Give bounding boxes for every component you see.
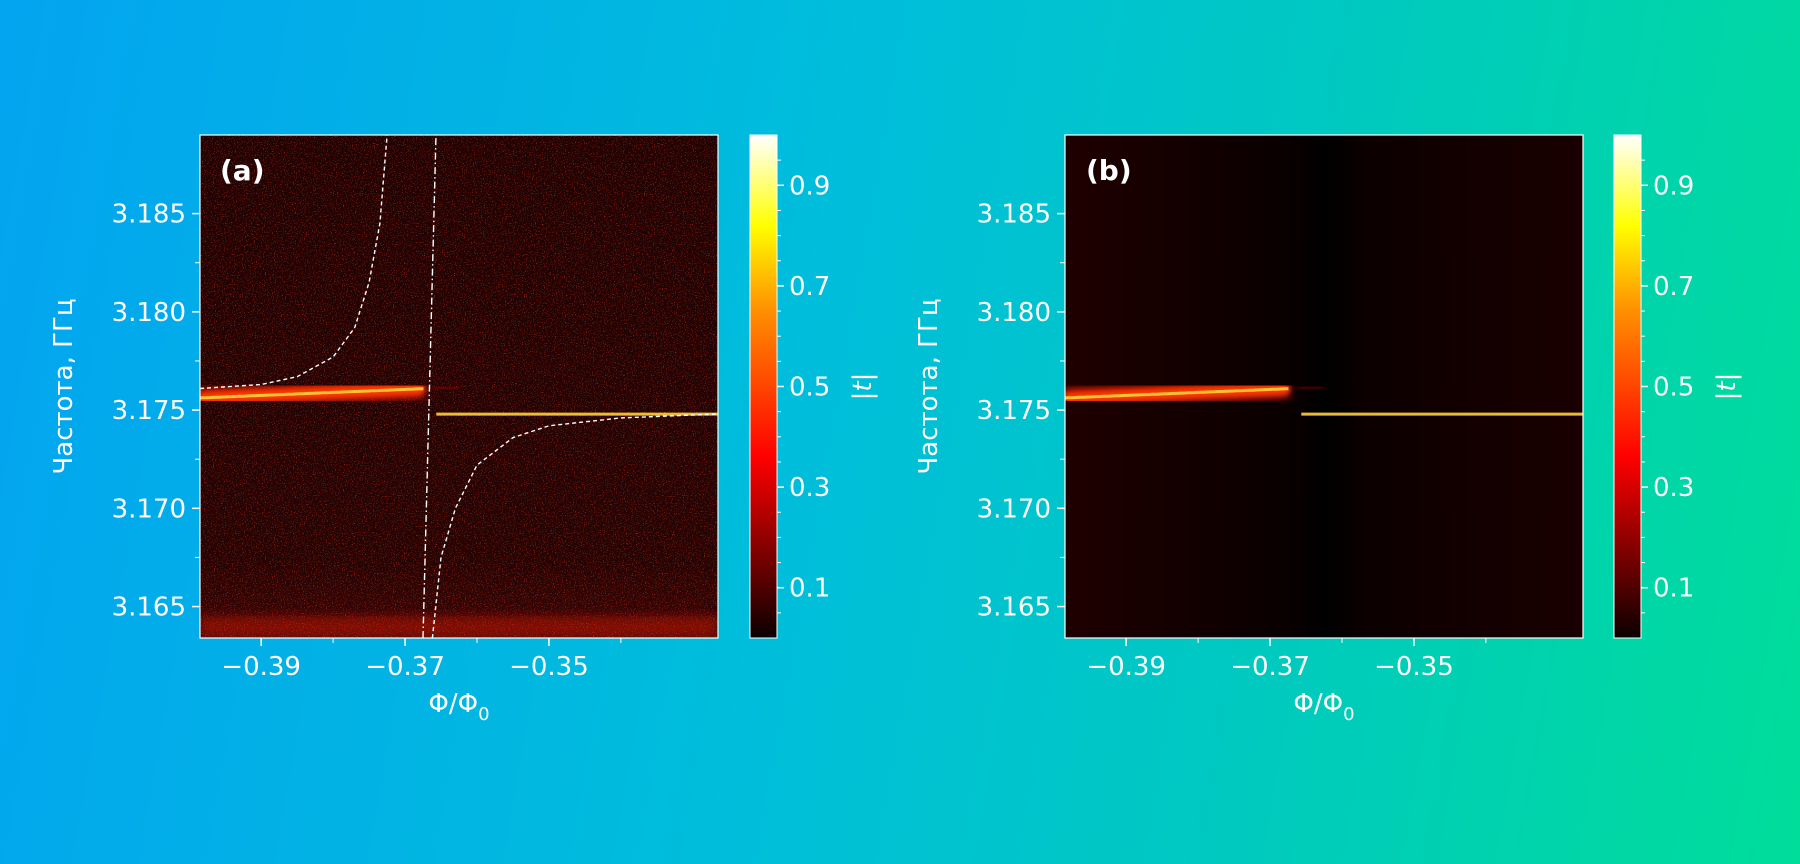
y-axis-label: Частота, ГГц	[49, 298, 79, 474]
colorbar-tick-label: 0.5	[789, 373, 830, 403]
y-tick-label: 3.180	[112, 298, 186, 328]
x-axis-ticks: −0.39 −0.37 −0.35	[1086, 638, 1487, 682]
overlay-series-line	[431, 413, 718, 638]
y-tick-label: 3.180	[977, 298, 1051, 328]
panel-b-simulated: −0.39 −0.37 −0.35 3.165 3.170 3.175 3.180 3.18…	[914, 134, 1742, 725]
band-faint-branch	[1298, 385, 1325, 390]
panel-label: (a)	[220, 154, 265, 187]
resonance-bands	[1065, 377, 1583, 426]
y-axis-ticks: 3.165 3.170 3.175 3.180 3.185	[977, 200, 1065, 623]
colorbar-tick-label: 0.1	[1653, 574, 1694, 604]
colorbar: 0.1 0.3 0.5 0.7 0.9 |t|	[1613, 134, 1742, 639]
y-tick-label: 3.170	[977, 494, 1051, 524]
x-tick-label: −0.39	[1086, 652, 1166, 682]
y-axis-ticks: 3.165 3.170 3.175 3.180 3.185	[112, 200, 200, 623]
y-tick-label: 3.185	[977, 200, 1051, 230]
resonance-bands	[200, 377, 718, 638]
overlay-series-line	[200, 135, 388, 390]
x-axis-label: Φ/Φ0	[1293, 689, 1354, 725]
x-tick-label: −0.37	[365, 652, 445, 682]
colorbar-tick-label: 0.7	[789, 272, 830, 302]
colorbar-tick-label: 0.9	[789, 171, 830, 201]
band-upper-branch-left-core	[200, 387, 424, 400]
panel-label: (b)	[1086, 154, 1132, 187]
y-tick-label: 3.165	[977, 593, 1051, 623]
x-tick-label: −0.37	[1230, 652, 1310, 682]
colorbar-tick-label: 0.3	[1653, 473, 1694, 503]
overlay-series-line	[422, 135, 437, 638]
plot-frame	[199, 134, 719, 639]
colorbar: 0.1 0.3 0.5 0.7 0.9 |t|	[749, 134, 878, 639]
colorbar-label: |t|	[848, 373, 878, 401]
colorbar-ticks: 0.1 0.3 0.5 0.7 0.9	[777, 159, 830, 614]
y-axis-label: Частота, ГГц	[914, 298, 944, 474]
x-axis-label: Φ/Φ0	[428, 689, 489, 725]
colorbar-tick-label: 0.9	[1653, 171, 1694, 201]
plot-frame	[1064, 134, 1584, 639]
colorbar-gradient	[1614, 135, 1641, 638]
y-tick-label: 3.175	[977, 396, 1051, 426]
fit-overlay-lines	[200, 135, 718, 638]
colorbar-label: |t|	[1712, 373, 1742, 401]
band-upper-branch-left-core	[1065, 387, 1289, 400]
y-tick-label: 3.175	[112, 396, 186, 426]
colorbar-tick-label: 0.5	[1653, 373, 1694, 403]
bottom-edge-glow	[200, 616, 718, 638]
colorbar-tick-label: 0.1	[789, 574, 830, 604]
colorbar-ticks: 0.1 0.3 0.5 0.7 0.9	[1641, 159, 1694, 614]
x-tick-label: −0.35	[1374, 652, 1454, 682]
band-faint-branch	[433, 385, 460, 390]
x-tick-label: −0.39	[221, 652, 301, 682]
x-axis-ticks: −0.39 −0.37 −0.35	[221, 638, 622, 682]
y-tick-label: 3.165	[112, 593, 186, 623]
colorbar-gradient	[750, 135, 777, 638]
y-tick-label: 3.185	[112, 200, 186, 230]
y-tick-label: 3.170	[112, 494, 186, 524]
panel-a-measured: −0.39 −0.37 −0.35 3.165 3.170 3.175 3.180 3.18…	[49, 134, 878, 725]
colorbar-tick-label: 0.3	[789, 473, 830, 503]
colorbar-tick-label: 0.7	[1653, 272, 1694, 302]
x-tick-label: −0.35	[509, 652, 589, 682]
